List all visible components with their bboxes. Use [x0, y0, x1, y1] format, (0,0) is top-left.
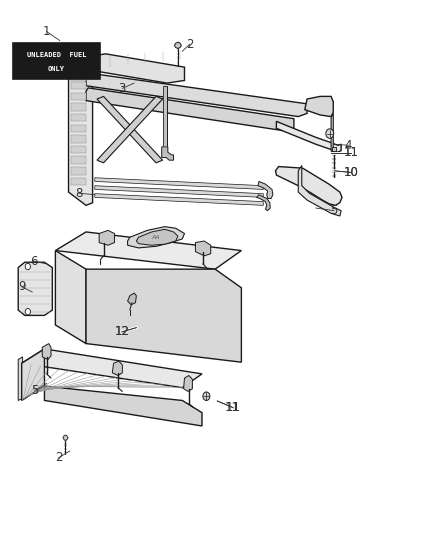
Polygon shape [42, 344, 51, 360]
Polygon shape [44, 386, 201, 426]
Text: 8: 8 [75, 187, 82, 200]
Polygon shape [18, 262, 52, 316]
Polygon shape [258, 181, 272, 198]
Text: 11: 11 [343, 146, 357, 159]
Polygon shape [297, 165, 340, 216]
Polygon shape [71, 177, 86, 185]
Polygon shape [68, 63, 92, 205]
Text: 1: 1 [43, 25, 50, 38]
Text: 2: 2 [186, 38, 193, 51]
FancyBboxPatch shape [12, 43, 100, 79]
Polygon shape [88, 54, 184, 83]
Text: 10: 10 [343, 166, 357, 179]
Polygon shape [71, 125, 86, 132]
Polygon shape [86, 269, 241, 362]
Polygon shape [71, 167, 86, 174]
Polygon shape [256, 195, 270, 211]
Text: 4: 4 [344, 139, 352, 152]
Text: 11: 11 [225, 401, 240, 414]
Polygon shape [71, 103, 86, 111]
Polygon shape [95, 185, 263, 197]
Text: 9: 9 [18, 280, 25, 293]
Text: UNLEADED  FUEL: UNLEADED FUEL [27, 52, 86, 59]
Polygon shape [18, 357, 22, 400]
Polygon shape [162, 86, 166, 150]
Polygon shape [71, 135, 86, 143]
Polygon shape [183, 375, 192, 391]
Circle shape [25, 263, 30, 270]
Polygon shape [97, 96, 162, 163]
Polygon shape [95, 177, 263, 189]
Polygon shape [275, 166, 341, 205]
Polygon shape [195, 241, 210, 256]
Polygon shape [71, 114, 86, 122]
Polygon shape [161, 147, 173, 160]
Polygon shape [86, 73, 306, 117]
Polygon shape [55, 232, 241, 269]
Polygon shape [127, 293, 136, 305]
Polygon shape [21, 349, 44, 400]
Polygon shape [71, 74, 86, 82]
Text: 12: 12 [114, 325, 129, 338]
Polygon shape [55, 251, 86, 344]
Text: 6: 6 [30, 255, 37, 268]
Polygon shape [71, 146, 86, 154]
Polygon shape [331, 148, 336, 151]
Polygon shape [304, 96, 332, 117]
Circle shape [25, 309, 30, 315]
Polygon shape [71, 157, 86, 164]
Text: 3: 3 [118, 82, 126, 95]
Polygon shape [21, 349, 201, 387]
Text: 10: 10 [343, 166, 357, 179]
Polygon shape [63, 435, 68, 440]
Polygon shape [136, 229, 177, 245]
Polygon shape [330, 114, 332, 152]
Circle shape [325, 129, 333, 139]
Polygon shape [174, 42, 181, 49]
Text: 12: 12 [114, 325, 129, 338]
Polygon shape [71, 93, 86, 100]
Polygon shape [86, 88, 293, 131]
Text: 2: 2 [55, 451, 62, 464]
Polygon shape [99, 230, 114, 245]
Text: 11: 11 [343, 146, 357, 159]
Text: AA: AA [152, 235, 160, 240]
Polygon shape [97, 96, 162, 163]
Text: 5: 5 [31, 384, 39, 397]
Polygon shape [95, 193, 263, 205]
Text: ONLY: ONLY [48, 66, 65, 71]
Text: 5: 5 [330, 204, 337, 217]
Polygon shape [112, 361, 122, 375]
Polygon shape [71, 82, 86, 90]
Polygon shape [127, 227, 184, 248]
Text: 11: 11 [226, 401, 240, 415]
Polygon shape [276, 122, 340, 152]
Circle shape [202, 392, 209, 400]
